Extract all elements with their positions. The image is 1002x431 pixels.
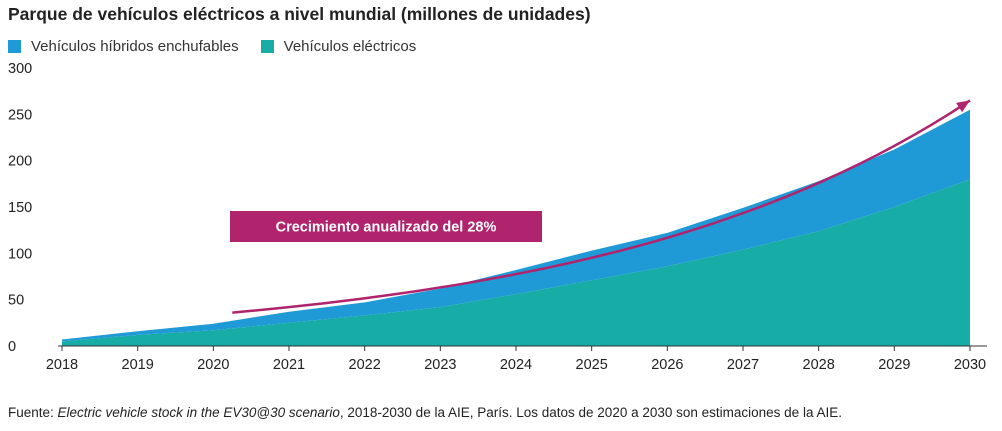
area-series-0 [62, 179, 970, 346]
y-tick-label-0: 0 [8, 339, 16, 355]
x-tick-label-2029: 2029 [878, 357, 910, 373]
legend-item-phev: Vehículos híbridos enchufables [8, 38, 239, 55]
y-tick-label-250: 250 [8, 107, 32, 123]
area-series-1 [62, 109, 970, 342]
x-tick-label-2021: 2021 [273, 357, 305, 373]
x-tick-label-2020: 2020 [197, 357, 229, 373]
x-tick-label-2025: 2025 [576, 357, 608, 373]
x-tick-label-2028: 2028 [803, 357, 835, 373]
legend: Vehículos híbridos enchufables Vehículos… [8, 37, 438, 55]
legend-label-phev: Vehículos híbridos enchufables [31, 37, 239, 55]
x-tick-label-2019: 2019 [122, 357, 154, 373]
ev-stock-area-chart: 2018 2019 2020 2021 2022 2023 2024 2025 2026 2027… [8, 61, 987, 373]
source-title: Electric vehicle stock in the EV30@30 sc… [57, 405, 340, 420]
x-tick-label-2027: 2027 [727, 357, 759, 373]
y-tick-label-100: 100 [8, 246, 32, 262]
y-tick-label-50: 50 [8, 293, 24, 309]
legend-item-bev: Vehículos eléctricos [260, 37, 417, 55]
y-tick-label-200: 200 [8, 154, 32, 170]
legend-swatch-bev [260, 39, 274, 53]
x-tick-label-2030: 2030 [954, 357, 986, 373]
trend-arrow-line [232, 99, 971, 314]
x-tick-label-2024: 2024 [500, 357, 532, 373]
chart-title: Parque de vehículos eléctricos a nivel m… [8, 4, 591, 24]
y-tick-label-300: 300 [8, 61, 32, 77]
trend-arrow-head [956, 100, 970, 113]
x-tick-label-2022: 2022 [349, 357, 381, 373]
y-tick-label-150: 150 [8, 200, 32, 216]
x-tick-label-2026: 2026 [651, 357, 683, 373]
legend-label-bev: Vehículos eléctricos [283, 37, 417, 55]
annotation-label: Crecimiento anualizado del 28% [276, 220, 497, 236]
source-note: Fuente: Electric vehicle stock in the EV… [8, 405, 842, 420]
source-prefix: Fuente: [8, 405, 58, 420]
source-suffix: , 2018-2030 de la AIE, París. Los datos … [339, 405, 842, 420]
x-tick-label-2018: 2018 [46, 357, 78, 373]
x-tick-label-2023: 2023 [424, 357, 456, 373]
legend-swatch-phev [8, 39, 21, 53]
annotation-box [230, 211, 542, 242]
